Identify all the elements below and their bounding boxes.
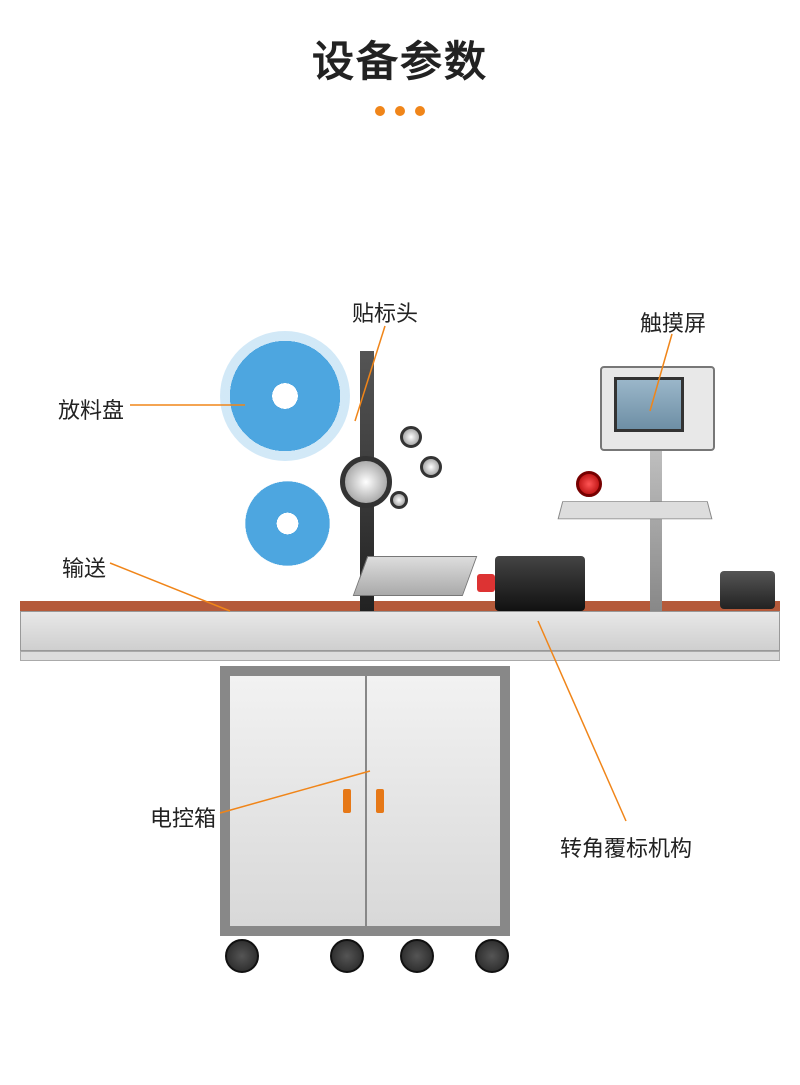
label-labeling-head: 贴标头 bbox=[352, 296, 418, 328]
estop-button-icon bbox=[576, 471, 602, 497]
page-title: 设备参数 bbox=[0, 0, 800, 89]
labeling-head-icon bbox=[353, 556, 478, 596]
cabinet-handle bbox=[376, 789, 384, 813]
caster-icon bbox=[475, 939, 509, 973]
corner-cover-mechanism-icon bbox=[495, 556, 585, 611]
cabinet-split bbox=[365, 676, 367, 926]
machine-illustration bbox=[20, 541, 780, 1001]
roller-icon bbox=[420, 456, 442, 478]
label-touch-screen: 触摸屏 bbox=[640, 306, 706, 338]
dot bbox=[375, 106, 385, 116]
caster-icon bbox=[225, 939, 259, 973]
dot bbox=[415, 106, 425, 116]
caster-icon bbox=[330, 939, 364, 973]
label-control-box: 电控箱 bbox=[150, 801, 216, 833]
roller-icon bbox=[340, 456, 392, 508]
roller-icon bbox=[400, 426, 422, 448]
touch-screen-icon bbox=[614, 377, 684, 432]
roller-icon bbox=[390, 491, 408, 509]
control-cabinet-icon bbox=[220, 666, 510, 936]
dot bbox=[395, 106, 405, 116]
label-corner-mech: 转角覆标机构 bbox=[560, 831, 692, 863]
decor-dots bbox=[0, 103, 800, 121]
feed-reel-icon bbox=[220, 331, 350, 461]
control-panel bbox=[558, 501, 713, 519]
equipment-diagram: 贴标头 触摸屏 放料盘 输送 电控箱 转角覆标机构 bbox=[0, 121, 800, 941]
conveyor-base bbox=[20, 651, 780, 661]
caster-icon bbox=[400, 939, 434, 973]
cabinet-handle bbox=[343, 789, 351, 813]
conveyor-rail bbox=[20, 611, 780, 651]
label-conveyor: 输送 bbox=[62, 551, 106, 583]
drive-module-icon bbox=[720, 571, 775, 609]
rewind-reel-icon bbox=[245, 481, 330, 566]
label-feed-reel: 放料盘 bbox=[58, 393, 124, 425]
